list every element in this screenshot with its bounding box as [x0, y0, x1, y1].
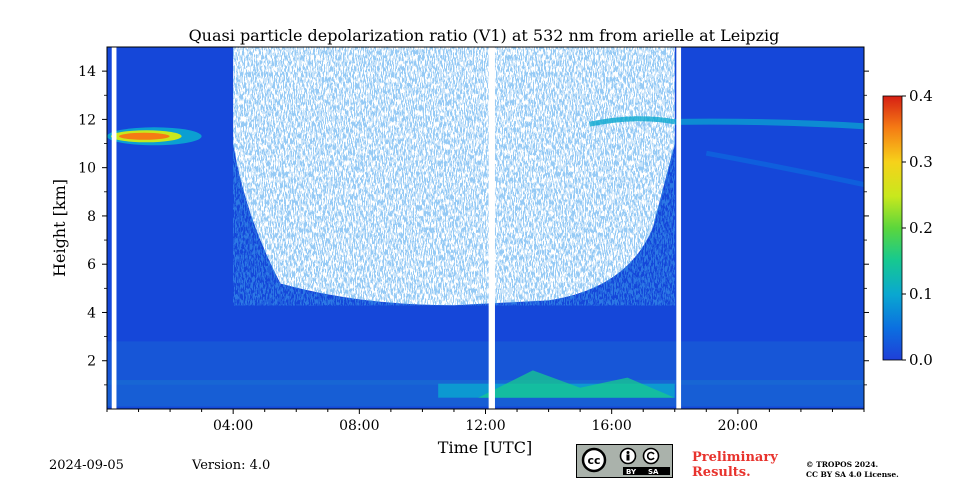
preliminary-results-note: Preliminary Results.: [692, 450, 778, 480]
copyright-note: © TROPOS 2024. CC BY SA 4.0 License.: [806, 460, 899, 480]
colorbar-tick-label: 0.1: [909, 285, 933, 303]
plot-area: [107, 47, 864, 409]
feature-cloud-top: [589, 116, 676, 127]
cc-sa-text: SA: [648, 468, 659, 476]
no-data-gap: [676, 47, 682, 409]
chart-title: Quasi particle depolarization ratio (V1)…: [189, 26, 780, 45]
colorbar-gradient: [882, 95, 903, 361]
copyright-line-2: CC BY SA 4.0 License.: [806, 470, 899, 479]
preliminary-line-2: Results.: [692, 465, 751, 480]
cc-license-badge: cc BY SA: [576, 444, 673, 478]
version-label: Version: 4.0: [192, 458, 271, 473]
x-tick-label: 08:00: [339, 418, 379, 434]
y-tick-label: 6: [87, 257, 96, 273]
colorbar: 0.0 0.1 0.2 0.3 0.4: [882, 87, 933, 369]
cc-icon: cc: [581, 447, 660, 473]
lower-haze-band: [107, 341, 864, 385]
no-signal-speckle: [233, 47, 675, 306]
y-tick-label: 14: [78, 64, 96, 80]
colorbar-tick-label: 0.2: [909, 219, 933, 237]
date-label: 2024-09-05: [49, 458, 124, 473]
cc-strip: [623, 467, 670, 475]
x-axis-label: Time [UTC]: [438, 438, 532, 457]
feature-cirrus-lower: [705, 150, 864, 188]
y-tick-label: 4: [87, 305, 96, 321]
y-tick-label: 12: [78, 112, 96, 128]
no-data-gap: [488, 47, 495, 409]
feature-aerosol-core: [119, 132, 170, 140]
y-tick-label: 2: [87, 354, 96, 370]
y-tick-label: 8: [87, 209, 96, 225]
x-tick-label: 04:00: [213, 418, 253, 434]
no-data-gap: [111, 47, 117, 409]
colorbar-tick-label: 0.3: [909, 153, 933, 171]
svg-text:cc: cc: [587, 454, 600, 467]
colorbar-tick-label: 0.0: [909, 351, 933, 369]
y-tick-label: 10: [78, 161, 96, 177]
preliminary-line-1: Preliminary: [692, 450, 778, 465]
x-tick-label: 12:00: [465, 418, 505, 434]
y-axis-label: Height [km]: [50, 179, 69, 277]
x-tick-label: 16:00: [591, 418, 631, 434]
x-tick-label: 20:00: [718, 418, 758, 434]
colorbar-tick-label: 0.4: [909, 87, 933, 105]
copyright-line-1: © TROPOS 2024.: [806, 460, 879, 469]
feature-boundary-peak: [478, 370, 675, 398]
cc-by-text: BY: [626, 468, 637, 476]
